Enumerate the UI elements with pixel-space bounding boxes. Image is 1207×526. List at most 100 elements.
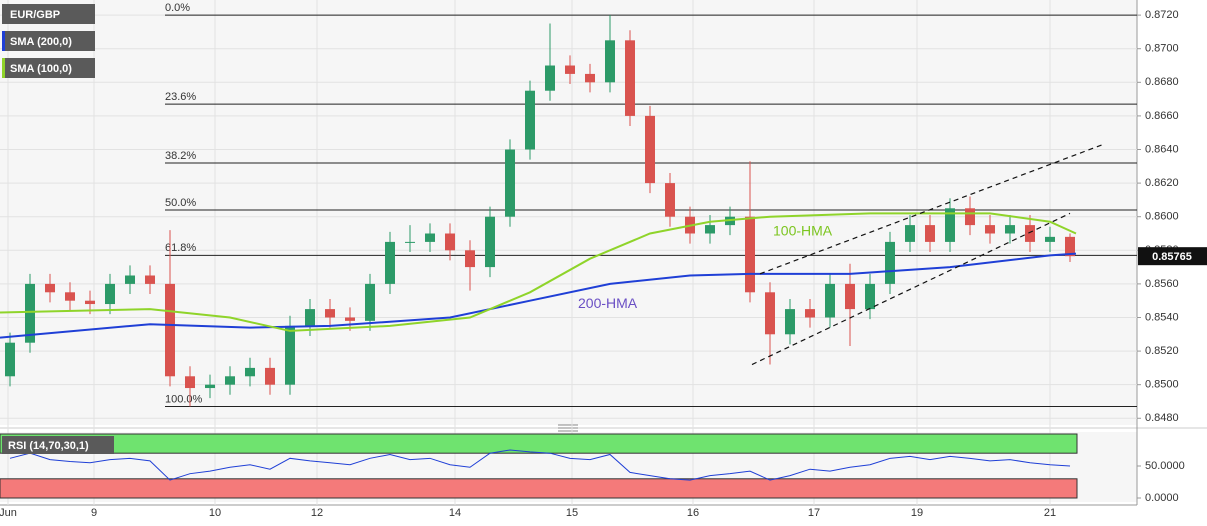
candle-body — [165, 283, 175, 377]
y-tick-label: 0.8560 — [1145, 278, 1179, 290]
fib-label: 100.0% — [165, 393, 203, 405]
candle-body — [425, 233, 435, 242]
candle-body — [465, 250, 475, 268]
candle-body — [205, 384, 215, 389]
trendline — [751, 212, 1071, 366]
x-tick-label: Jun — [0, 507, 17, 519]
y-tick-label: 0.8600 — [1145, 211, 1179, 223]
hma-line — [0, 252, 1077, 339]
x-tick-label: 17 — [808, 507, 820, 519]
candle-body — [985, 225, 995, 234]
candle-body — [45, 283, 55, 293]
candle-body — [965, 208, 975, 226]
candle-body — [345, 317, 355, 321]
candle-body — [605, 40, 615, 83]
x-tick-label: 14 — [449, 507, 461, 519]
annotation: 200-HMA — [578, 295, 638, 311]
candle-body — [765, 292, 775, 335]
candle-body — [25, 283, 35, 343]
x-tick-label: 12 — [311, 507, 323, 519]
price-tag-label: 0.85765 — [1152, 251, 1192, 263]
candle-body — [105, 283, 115, 305]
y-tick-label: 0.8700 — [1145, 43, 1179, 55]
candle-body — [365, 283, 375, 321]
candle-body — [65, 292, 75, 301]
x-tick-label: 21 — [1044, 507, 1056, 519]
candle-body — [1045, 236, 1055, 242]
x-tick-label: 9 — [91, 507, 97, 519]
candle-body — [925, 225, 935, 242]
y-tick-label: 0.8540 — [1145, 311, 1179, 323]
candle-body — [805, 309, 815, 318]
candle-body — [445, 233, 455, 251]
candle-body — [625, 40, 635, 116]
x-tick-label: 15 — [566, 507, 578, 519]
fib-label: 61.8% — [165, 242, 196, 254]
candle-body — [225, 376, 235, 385]
x-tick-label: 16 — [687, 507, 699, 519]
candle-body — [585, 73, 595, 83]
fib-label: 50.0% — [165, 197, 196, 209]
candle-body — [785, 309, 795, 335]
candle-body — [945, 208, 955, 242]
legend-box — [2, 58, 95, 78]
legend-label: SMA (200,0) — [10, 36, 72, 48]
y-tick-label: 0.8520 — [1145, 345, 1179, 357]
legend-swatch — [2, 31, 5, 51]
candle-body — [885, 241, 895, 284]
legend-box — [2, 436, 114, 454]
panel-handle[interactable] — [558, 424, 578, 432]
candle-body — [5, 342, 15, 377]
rsi-title: RSI (14,70,30,1) — [8, 440, 89, 452]
y-tick-label: 0.0000 — [1145, 492, 1179, 504]
candle-body — [405, 241, 415, 243]
y-tick-label: 0.8660 — [1145, 110, 1179, 122]
legend-box — [2, 31, 95, 51]
candle-body — [745, 216, 755, 293]
legend-label: SMA (100,0) — [10, 63, 72, 75]
legend-label: EUR/GBP — [10, 9, 60, 21]
candle-body — [145, 275, 155, 284]
candle-body — [865, 283, 875, 310]
y-tick-label: 50.0000 — [1145, 460, 1185, 472]
y-tick-label: 0.8680 — [1145, 76, 1179, 88]
candle-body — [1065, 236, 1075, 257]
candle-body — [485, 216, 495, 268]
candle-body — [305, 309, 315, 326]
candle-body — [665, 183, 675, 217]
candle-body — [285, 325, 295, 385]
candle-body — [525, 90, 535, 150]
overbought-band — [0, 433, 1078, 454]
candle-body — [265, 367, 275, 385]
candle-body — [85, 300, 95, 305]
y-tick-label: 0.8500 — [1145, 379, 1179, 391]
x-tick-label: 19 — [911, 507, 923, 519]
candle-body — [1005, 225, 1015, 234]
rsi-line — [9, 449, 1071, 481]
candle-body — [645, 115, 655, 184]
candle-body — [505, 149, 515, 217]
fib-label: 23.6% — [165, 91, 196, 103]
y-tick-label: 0.8480 — [1145, 412, 1179, 424]
legend-box — [2, 4, 95, 24]
legend-swatch — [2, 58, 5, 78]
y-tick-label: 0.8640 — [1145, 143, 1179, 155]
oversold-band — [0, 478, 1078, 499]
candle-body — [565, 65, 575, 74]
candle-body — [385, 241, 395, 284]
candle-body — [245, 367, 255, 377]
fib-label: 38.2% — [165, 150, 196, 162]
candle-body — [1025, 225, 1035, 242]
candle-body — [545, 65, 555, 91]
fib-label: 0.0% — [165, 2, 190, 14]
candle-body — [825, 283, 835, 318]
x-tick-label: 10 — [209, 507, 221, 519]
y-tick-label: 0.8620 — [1145, 177, 1179, 189]
trendline — [759, 143, 1104, 275]
candle-body — [705, 225, 715, 234]
candle-body — [185, 376, 195, 389]
candle-body — [905, 225, 915, 242]
annotation: 100-HMA — [773, 223, 833, 239]
hma-line — [0, 212, 1077, 332]
